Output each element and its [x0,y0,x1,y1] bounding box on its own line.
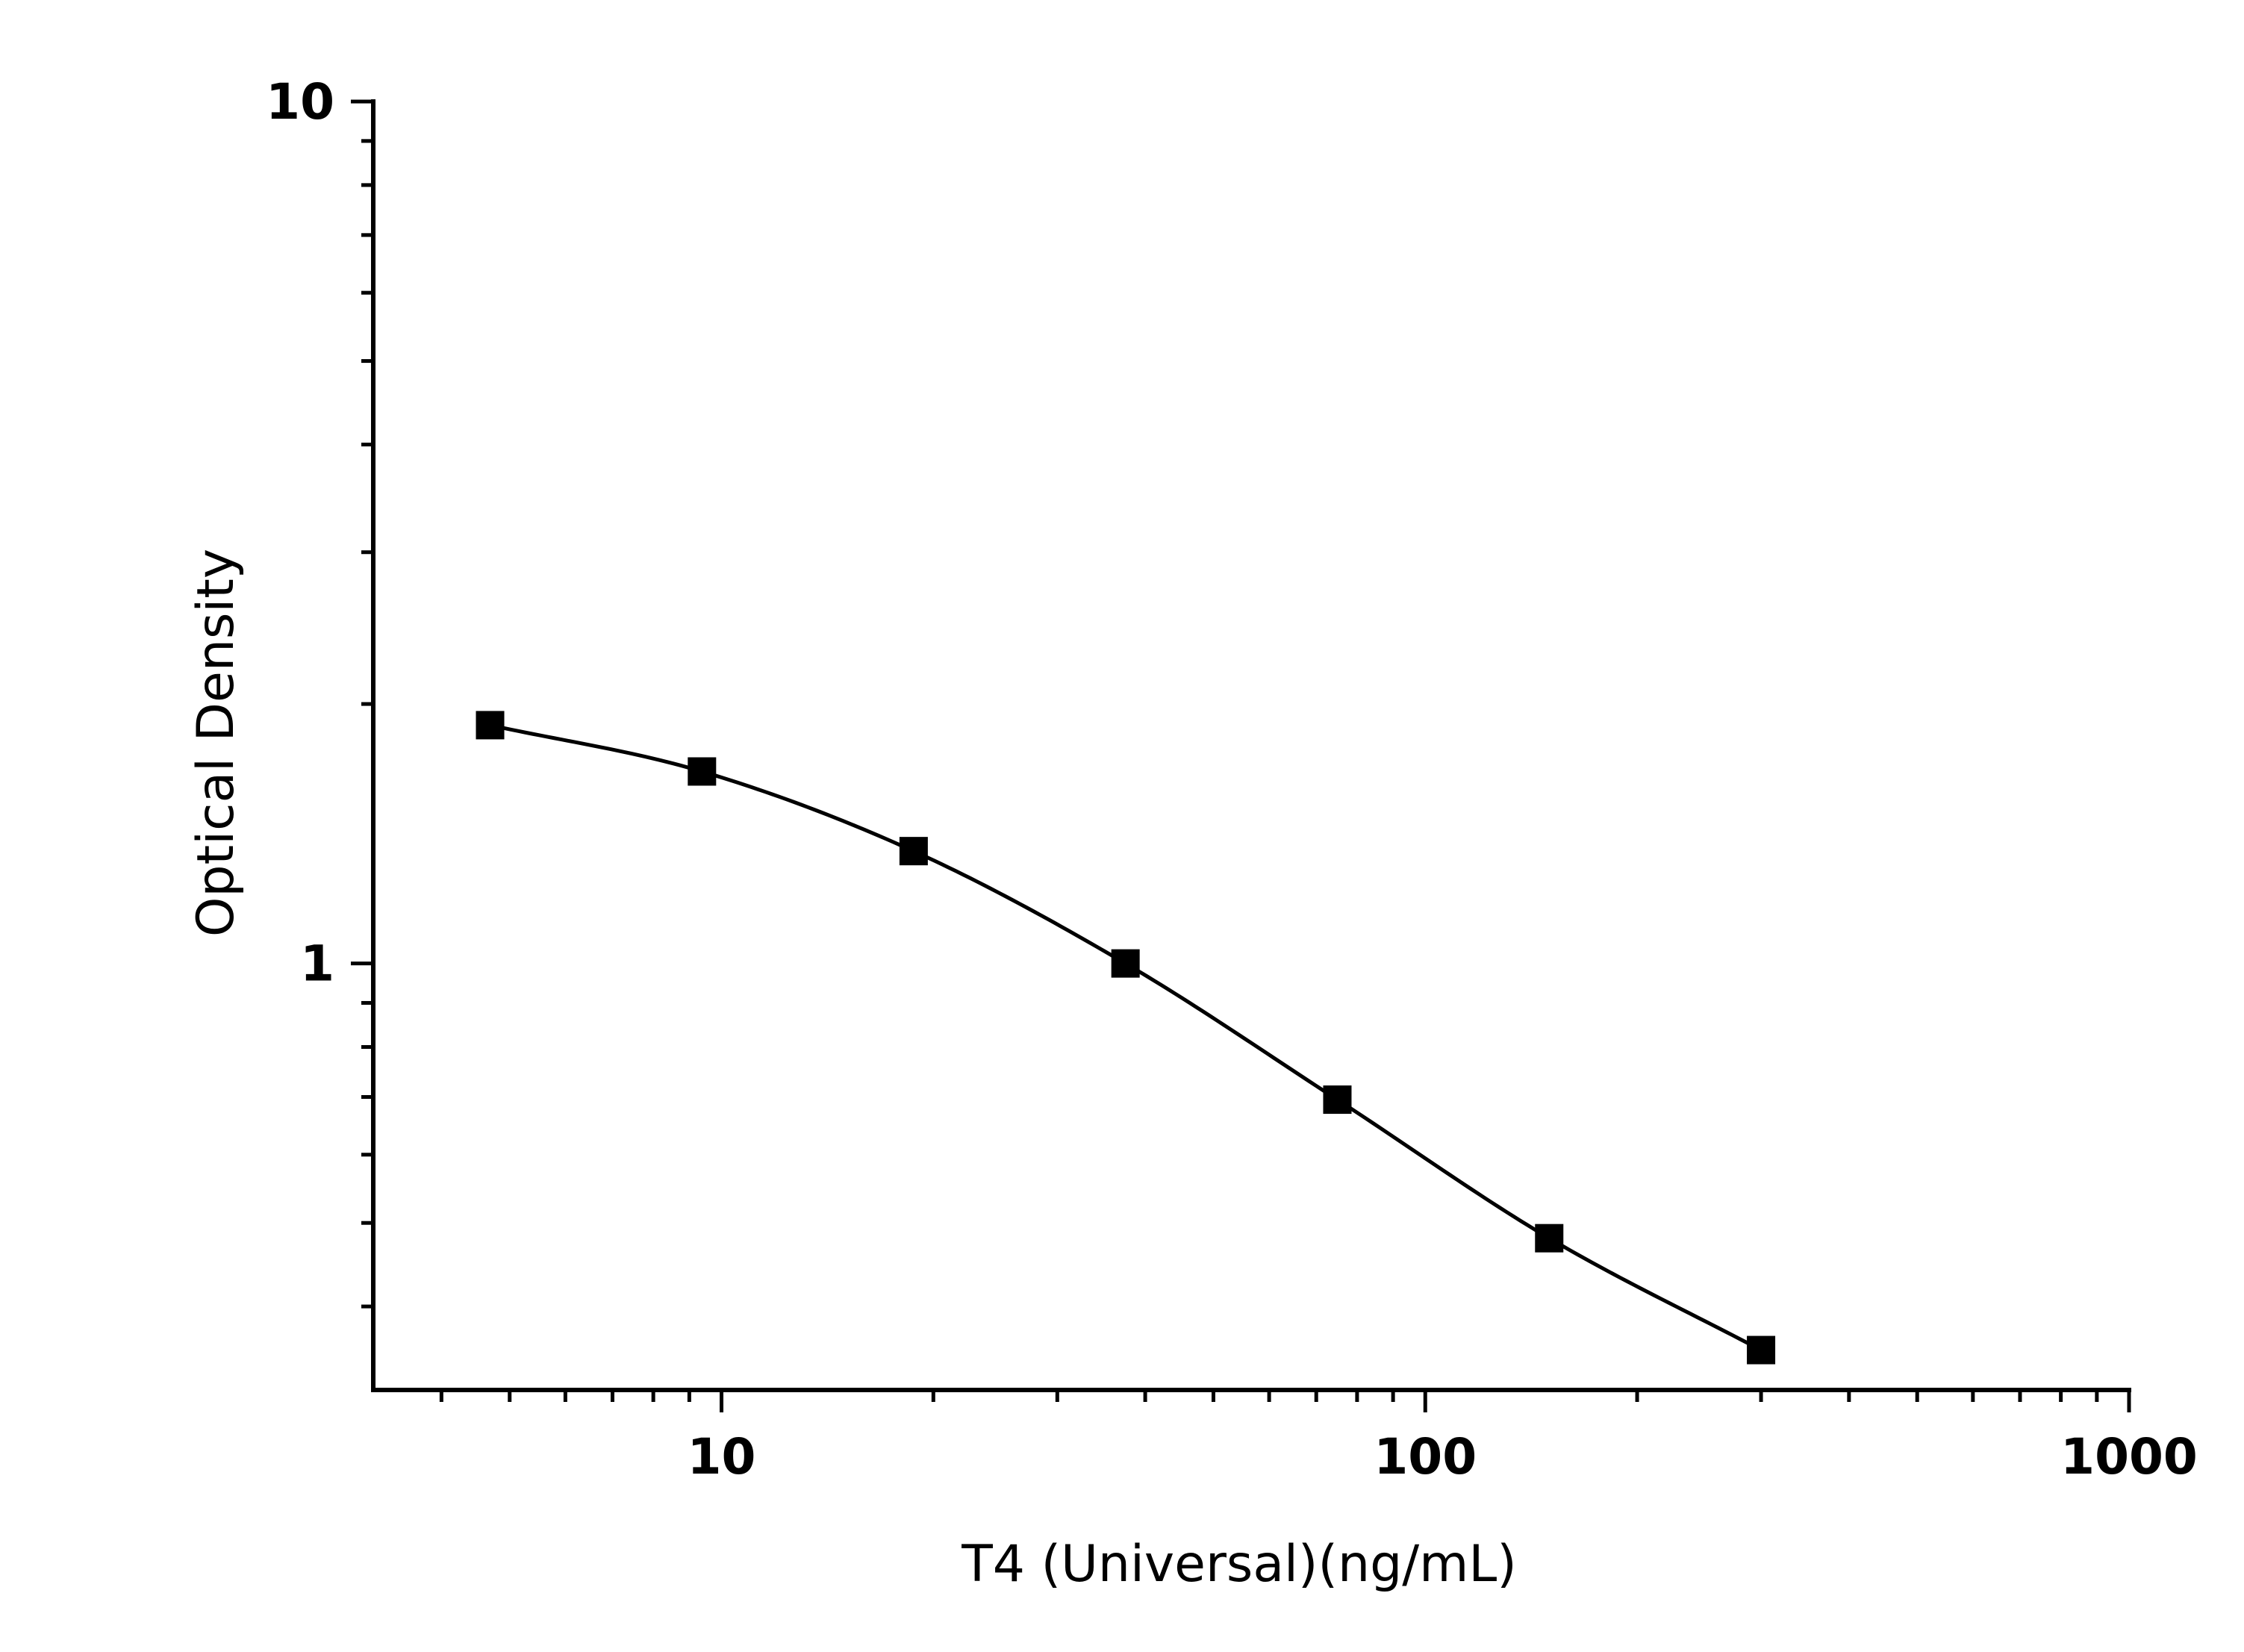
y-axis-tick-labels: 1 10 [266,73,334,993]
data-point [688,757,717,786]
y-axis-ticks [351,99,373,1309]
y-tick-label: 10 [266,73,334,131]
x-tick-label: 100 [1374,1428,1477,1486]
x-axis-tick-labels: 10 100 1000 [688,1428,2198,1486]
data-point [1323,1085,1352,1115]
y-tick-label: 1 [300,935,334,993]
x-axis-title: T4 (Universal)(ng/mL) [961,1535,1517,1594]
y-axis-title: Optical Density [187,549,246,937]
data-point [899,837,928,866]
x-axis-ticks [439,1390,2131,1412]
data-point [476,711,505,740]
fit-curve [489,723,1763,1352]
data-point [1111,949,1140,978]
data-point [1535,1224,1564,1253]
x-tick-label: 1000 [2060,1428,2198,1486]
data-point [1747,1335,1776,1365]
x-tick-label: 10 [688,1428,756,1486]
data-markers [476,711,1776,1365]
axes: 1 10 10 100 1000 [266,73,2198,1486]
